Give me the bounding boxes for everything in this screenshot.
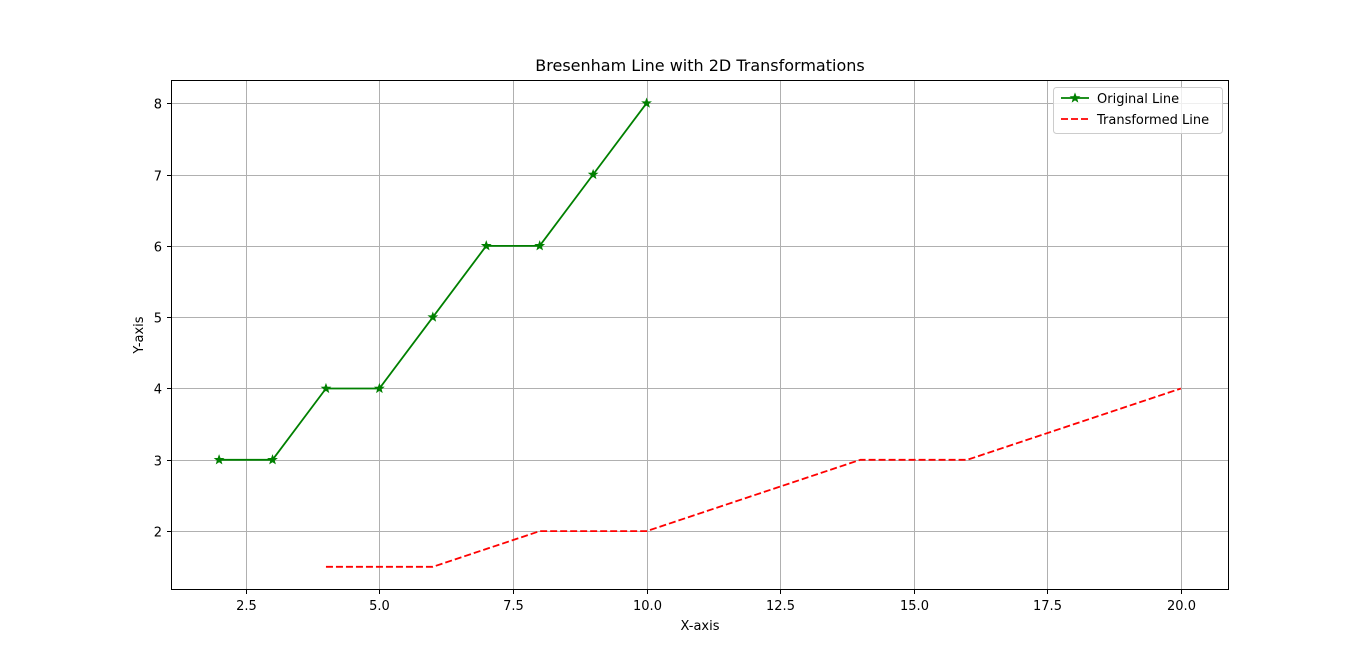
legend-label: Transformed Line: [1096, 113, 1209, 128]
legend-marker: [1069, 92, 1081, 103]
plot-area: [171, 80, 1229, 590]
y-tick-label: 6: [154, 241, 162, 256]
series-line: [325, 387, 1182, 568]
x-tick-label: 2.5: [236, 599, 257, 614]
legend: Original Line Transformed Line: [1053, 87, 1223, 134]
x-tick-label: 10.0: [633, 599, 662, 614]
x-tick-label: 5.0: [369, 599, 390, 614]
data-point: [587, 168, 599, 180]
y-axis-title: Y-axis: [132, 316, 147, 354]
series-original-line: [213, 97, 652, 465]
y-tick-label: 3: [154, 455, 162, 470]
legend-box: [1053, 87, 1223, 134]
plot-frame: [171, 80, 1229, 590]
data-point: [213, 454, 225, 465]
series-transformed-line: [325, 387, 1182, 568]
grid-layer: [171, 80, 1229, 590]
data-point: [534, 240, 546, 251]
ticks-layer: 2.5 5.0 7.5 10.0 12.5 15.0 17.5 20.0 2 3 4 5 6 7 8: [154, 98, 1196, 615]
data-point: [480, 240, 492, 251]
x-tick-label: 12.5: [766, 599, 795, 614]
x-tick-label: 15.0: [900, 599, 929, 614]
y-tick-label: 5: [154, 312, 162, 327]
data-point: [427, 311, 439, 322]
data-point: [267, 454, 278, 465]
series-layer: [213, 97, 1182, 568]
y-tick-label: 8: [154, 98, 162, 113]
data-point: [374, 382, 385, 394]
x-tick-label: 20.0: [1167, 599, 1196, 614]
y-tick-label: 4: [154, 383, 162, 398]
x-axis-title: X-axis: [681, 619, 720, 634]
y-tick-label: 2: [154, 526, 162, 541]
legend-label: Original Line: [1097, 92, 1179, 107]
data-point: [320, 382, 332, 394]
y-tick-label: 7: [154, 170, 162, 185]
x-tick-label: 17.5: [1033, 599, 1062, 614]
x-tick-label: 7.5: [503, 599, 524, 614]
chart-title: Bresenham Line with 2D Transformations: [535, 56, 864, 75]
data-point: [641, 97, 652, 108]
